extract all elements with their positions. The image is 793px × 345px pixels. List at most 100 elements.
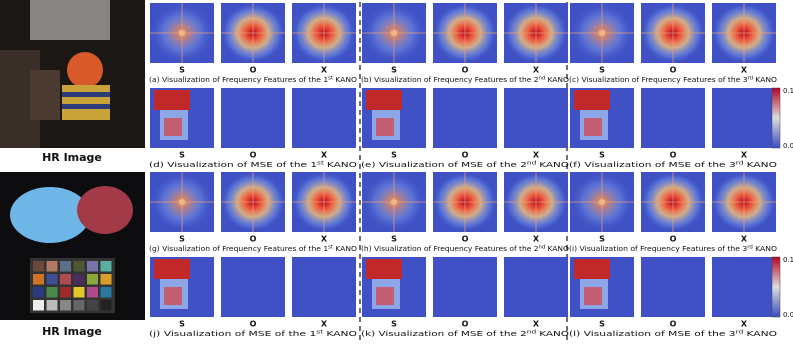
caption-text: (e) Visualization of MSE of the 2 bbox=[361, 161, 527, 169]
caption-text: (f) Visualization of MSE of the 3 bbox=[569, 161, 736, 169]
caption: (c) Visualization of Frequency Features … bbox=[569, 75, 778, 84]
color-patch bbox=[87, 261, 98, 272]
color-patch bbox=[60, 287, 71, 298]
caption-text: (j) Visualization of MSE of the 1 bbox=[149, 330, 316, 338]
tile-label: X bbox=[533, 320, 540, 329]
color-patch bbox=[100, 300, 112, 311]
caption-sup: rd bbox=[748, 75, 754, 81]
tile-label: S bbox=[179, 235, 185, 244]
colorbar-max: 0.1 bbox=[783, 87, 793, 95]
caption-end: KANO bbox=[747, 161, 778, 169]
caption-end: KANO bbox=[539, 330, 569, 338]
color-patch bbox=[33, 300, 44, 311]
colorbar-min: 0.0 bbox=[783, 142, 793, 150]
caption-sup: st bbox=[328, 244, 333, 250]
color-patch bbox=[87, 274, 98, 285]
tile-label: O bbox=[670, 151, 677, 160]
tile-bg bbox=[504, 88, 568, 148]
caption-end: KANO bbox=[326, 330, 357, 338]
tile-bg bbox=[292, 88, 356, 148]
caption-text: (g) Visualization of Frequency Features … bbox=[149, 245, 328, 253]
caption-end: KANO bbox=[327, 161, 358, 169]
caption-sup: rd bbox=[736, 329, 744, 335]
tile-label: O bbox=[462, 320, 469, 329]
tile-error bbox=[574, 90, 610, 110]
tile-label: S bbox=[391, 320, 397, 329]
tile-label: X bbox=[741, 66, 748, 75]
tile-label: X bbox=[321, 235, 328, 244]
color-patch bbox=[100, 261, 112, 272]
caption-sup: st bbox=[316, 329, 323, 335]
tile-bg bbox=[641, 257, 705, 317]
tile-label: O bbox=[462, 66, 469, 75]
tile-label: S bbox=[599, 320, 605, 329]
tile-bg bbox=[712, 88, 776, 148]
hr-image-2 bbox=[0, 172, 145, 320]
tile-label: O bbox=[250, 66, 257, 75]
caption-end: KANO bbox=[755, 245, 777, 253]
caption: (a) Visualization of Frequency Features … bbox=[149, 75, 358, 84]
tile-label: X bbox=[533, 151, 540, 160]
tile-label: S bbox=[391, 235, 397, 244]
tile-label: O bbox=[250, 151, 257, 160]
tile-label: X bbox=[533, 66, 540, 75]
caption-end: KANO bbox=[755, 76, 777, 84]
tile-error bbox=[574, 259, 610, 279]
caption-text: (c) Visualization of Frequency Features … bbox=[569, 76, 748, 84]
colorbar bbox=[771, 256, 781, 318]
tile-error bbox=[584, 118, 602, 136]
color-patch bbox=[60, 261, 71, 272]
tile-label: S bbox=[391, 151, 397, 160]
color-patch bbox=[60, 274, 71, 285]
color-patch bbox=[46, 274, 58, 285]
caption-text: (b) Visualization of Frequency Features … bbox=[361, 76, 539, 84]
tile-label: S bbox=[599, 151, 605, 160]
tile-label: O bbox=[670, 66, 677, 75]
tile-label: X bbox=[321, 151, 328, 160]
tile-error bbox=[164, 118, 182, 136]
hr-image-label: HR Image bbox=[42, 151, 102, 164]
caption-text: (l) Visualization of MSE of the 3 bbox=[569, 330, 736, 338]
caption: (h) Visualization of Frequency Features … bbox=[361, 244, 570, 253]
tile-bg bbox=[433, 88, 497, 148]
tile-label: O bbox=[250, 235, 257, 244]
color-patch bbox=[33, 287, 44, 298]
caption-end: KANO bbox=[747, 330, 778, 338]
caption-end: KANO bbox=[539, 161, 569, 169]
tile-error bbox=[376, 287, 394, 305]
color-patch bbox=[73, 274, 85, 285]
tile-label: X bbox=[741, 320, 748, 329]
tile-label: S bbox=[179, 320, 185, 329]
tile-label: X bbox=[741, 151, 748, 160]
tile-label: X bbox=[533, 235, 540, 244]
hr-image-1 bbox=[0, 0, 145, 148]
caption-end: KANO bbox=[335, 76, 357, 84]
tile-label: S bbox=[179, 151, 185, 160]
tile-error bbox=[154, 259, 190, 279]
tile-error bbox=[366, 90, 402, 110]
color-patch bbox=[87, 287, 98, 298]
tile-label: O bbox=[250, 320, 257, 329]
color-patch bbox=[46, 261, 58, 272]
caption-sup: nd bbox=[527, 160, 536, 166]
tile-label: X bbox=[321, 66, 328, 75]
tile-label: X bbox=[321, 320, 328, 329]
color-patch bbox=[73, 300, 85, 311]
color-patch bbox=[46, 300, 58, 311]
color-patch bbox=[46, 287, 58, 298]
tile-label: O bbox=[462, 235, 469, 244]
tile-label: S bbox=[599, 235, 605, 244]
caption-end: KANO bbox=[335, 245, 357, 253]
caption: (g) Visualization of Frequency Features … bbox=[149, 244, 358, 253]
tile-bg bbox=[641, 88, 705, 148]
caption: (b) Visualization of Frequency Features … bbox=[361, 75, 570, 84]
tile-label: O bbox=[462, 151, 469, 160]
color-patch bbox=[73, 287, 85, 298]
tile-error bbox=[154, 90, 190, 110]
